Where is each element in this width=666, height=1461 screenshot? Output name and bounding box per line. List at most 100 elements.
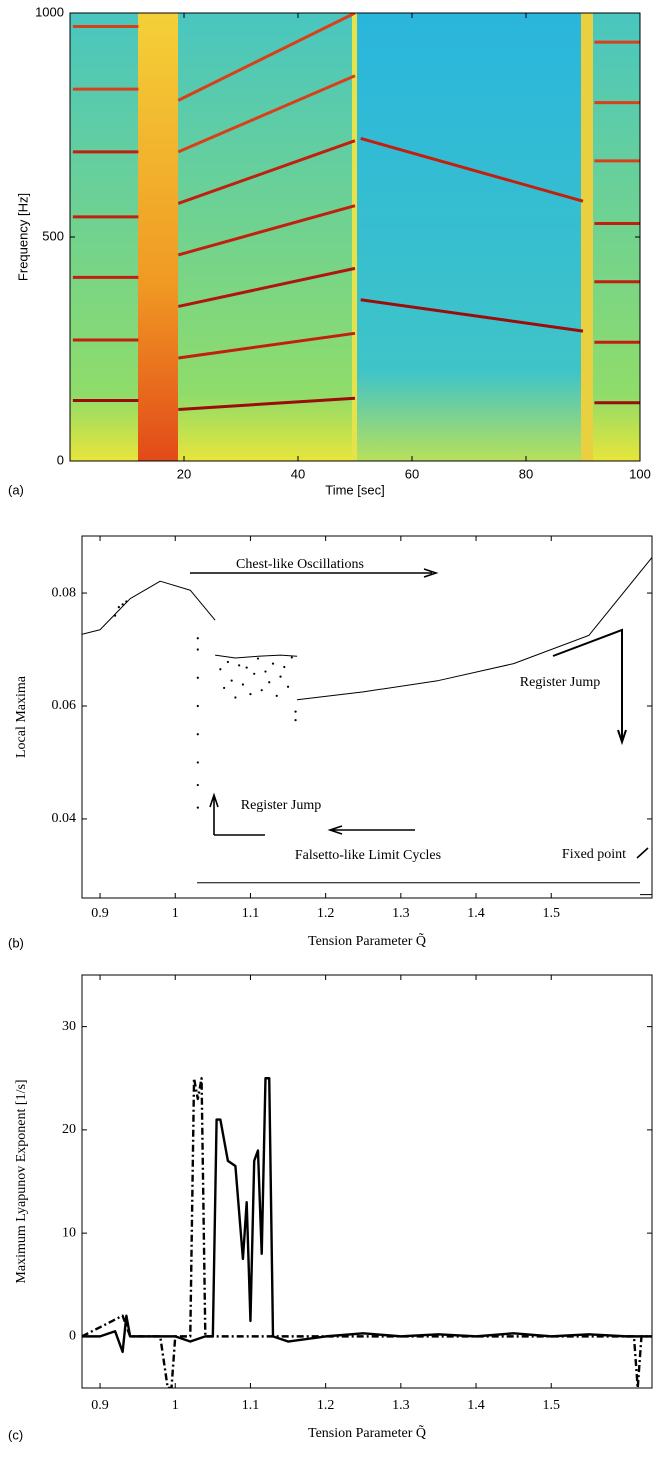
data-dot	[253, 672, 256, 675]
x-tick-label: 40	[291, 466, 305, 481]
annotation: Fixed point	[562, 847, 626, 862]
x-tick-label: 1.3	[392, 1398, 410, 1413]
panel-label: (a)	[8, 482, 24, 497]
y-tick-label: 0.08	[52, 585, 77, 600]
data-line	[177, 139, 356, 205]
x-tick-label: 1	[172, 906, 179, 921]
spectrogram-background	[70, 13, 640, 461]
data-line	[297, 557, 652, 701]
data-dot	[196, 637, 199, 640]
data-dot	[283, 665, 286, 669]
data-dot	[245, 666, 248, 669]
data-dot	[121, 603, 124, 606]
y-axis-label: Local Maxima	[14, 675, 29, 758]
data-line	[177, 13, 356, 102]
data-dot	[286, 685, 290, 688]
plot-area	[82, 557, 652, 896]
plot-frame	[81, 974, 653, 1389]
data-dot	[260, 689, 263, 692]
annotation-arrow	[327, 825, 415, 835]
data-dot	[256, 657, 260, 660]
y-tick-label: 0.06	[52, 698, 77, 713]
data-line	[178, 331, 356, 360]
y-tick-label: 500	[42, 228, 64, 243]
panel-label: (b)	[8, 935, 24, 950]
panel: 0.9 1 1.1 1.2 1.3 1.4 1.5 0.04 0.06 0.08 Tension P…	[8, 535, 653, 950]
annotation-arrow	[209, 792, 265, 836]
x-tick-label: 1.1	[242, 906, 260, 921]
data-dot	[113, 614, 117, 617]
data-line	[178, 396, 356, 411]
x-tick-label: 0.9	[91, 906, 109, 921]
x-tick-label: 1.4	[467, 1398, 485, 1413]
data-dot	[294, 719, 297, 722]
plot-frame	[81, 535, 653, 899]
x-tick-label: 0.9	[91, 1398, 109, 1413]
annotation: Falsetto-like Limit Cycles	[295, 848, 441, 863]
y-tick-label: 0	[69, 1329, 76, 1344]
data-dot	[294, 710, 297, 713]
y-axis-label: Frequency [Hz]	[15, 193, 30, 281]
x-tick-label: 1	[172, 1398, 179, 1413]
data-line	[215, 654, 298, 659]
data-dot	[196, 733, 199, 736]
y-tick-label: 0.04	[52, 811, 77, 826]
x-tick-label: 1.2	[317, 906, 335, 921]
panel-label: (c)	[8, 1427, 23, 1442]
data-dot	[290, 656, 293, 659]
data-dot	[279, 675, 282, 678]
annotation: Register Jump	[520, 675, 601, 690]
x-tick-label: 60	[405, 466, 419, 481]
x-tick-label: 1.2	[317, 1398, 335, 1413]
data-dot	[196, 704, 199, 708]
x-tick-label: 1.5	[542, 906, 560, 921]
x-axis-label: Tension Parameter Q̃	[308, 932, 426, 949]
annotation: Register Jump	[241, 798, 322, 813]
plot-area	[72, 13, 640, 411]
data-dot	[275, 694, 278, 697]
data-line	[360, 298, 584, 333]
data-dot	[271, 662, 275, 665]
data-dot	[196, 783, 199, 787]
y-tick-label: 0	[57, 452, 64, 467]
y-tick-label: 30	[62, 1019, 76, 1034]
y-axis-label: Maximum Lyapunov Exponent [1/s]	[14, 1079, 29, 1283]
panel: 0.9 1 1.1 1.2 1.3 1.4 1.5 0 10 20 30 Tension Parame…	[8, 974, 653, 1442]
data-line	[177, 74, 356, 154]
annotation-arrow	[636, 847, 649, 859]
data-dot	[223, 686, 226, 690]
data-dot	[117, 606, 120, 609]
data-dot	[234, 696, 237, 699]
y-tick-label: 10	[62, 1225, 76, 1240]
y-tick-label: 1000	[35, 4, 64, 19]
plot-area	[82, 1077, 652, 1388]
x-tick-label: 1.5	[542, 1398, 560, 1413]
x-tick-label: 1.1	[242, 1398, 260, 1413]
data-dot	[125, 600, 128, 603]
x-tick-label: 100	[629, 466, 651, 481]
x-tick-label: 1.4	[467, 906, 485, 921]
annotation-arrow	[190, 568, 439, 578]
data-dot	[219, 668, 222, 671]
y-tick-label: 20	[62, 1122, 76, 1137]
data-dot	[249, 693, 252, 696]
x-axis-label: Time [sec]	[325, 482, 384, 497]
data-line	[82, 1077, 652, 1354]
x-tick-label: 1.3	[392, 906, 410, 921]
annotation: Chest-like Oscillations	[236, 557, 364, 572]
data-dot	[268, 681, 271, 684]
data-dot	[196, 761, 199, 764]
data-dot	[196, 648, 199, 651]
x-tick-label: 20	[177, 466, 191, 481]
x-axis-label: Tension Parameter Q̃	[308, 1424, 426, 1441]
data-dot	[196, 806, 199, 809]
data-line	[177, 204, 356, 257]
data-dot	[226, 660, 229, 664]
data-line	[82, 1077, 652, 1388]
data-line	[177, 266, 356, 308]
x-tick-label: 80	[519, 466, 533, 481]
data-line	[360, 136, 584, 203]
data-dot	[196, 676, 199, 679]
data-dot	[238, 664, 241, 667]
